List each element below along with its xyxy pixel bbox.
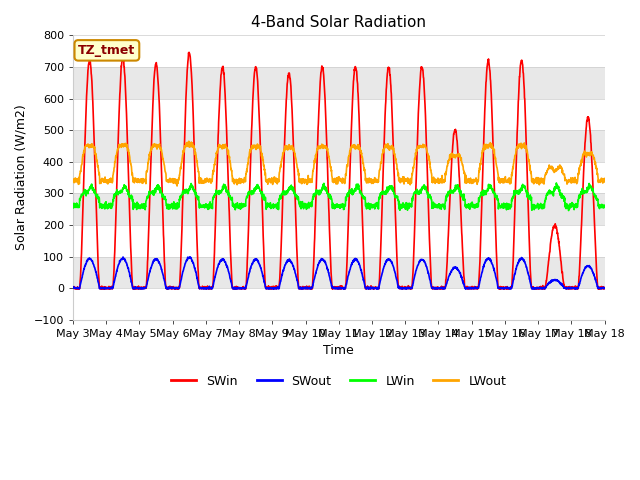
SWout <box>119 254 127 260</box>
Bar <box>73 162 605 193</box>
SWin <box>601 285 609 291</box>
LWin <box>594 197 602 203</box>
LWout <box>122 144 130 149</box>
LWin <box>69 201 77 206</box>
LWin <box>601 204 609 209</box>
LWout <box>371 179 379 185</box>
SWout <box>601 285 609 291</box>
LWin <box>552 180 560 186</box>
Text: TZ_tmet: TZ_tmet <box>78 44 136 57</box>
Line: SWin: SWin <box>73 52 605 289</box>
LWout <box>173 183 181 189</box>
SWout <box>371 286 379 291</box>
Line: LWin: LWin <box>73 183 605 211</box>
Line: LWout: LWout <box>73 141 605 186</box>
LWout <box>185 138 193 144</box>
SWout <box>529 285 537 291</box>
Title: 4-Band Solar Radiation: 4-Band Solar Radiation <box>252 15 426 30</box>
LWout <box>601 176 609 181</box>
Bar <box>73 288 605 320</box>
LWout <box>499 180 507 186</box>
Bar <box>73 67 605 98</box>
Legend: SWin, SWout, LWin, LWout: SWin, SWout, LWin, LWout <box>166 370 511 393</box>
SWout <box>237 286 245 291</box>
LWin <box>122 185 130 191</box>
Y-axis label: Solar Radiation (W/m2): Solar Radiation (W/m2) <box>15 105 28 251</box>
SWin <box>594 282 602 288</box>
LWout <box>594 170 602 176</box>
SWout <box>499 286 507 291</box>
Bar <box>73 193 605 225</box>
LWin <box>237 206 244 212</box>
Bar <box>73 130 605 162</box>
SWout <box>594 284 602 290</box>
LWin <box>499 205 506 211</box>
SWin <box>371 284 379 290</box>
SWout <box>123 260 131 266</box>
SWin <box>237 286 245 292</box>
SWout <box>69 284 77 290</box>
SWout <box>76 286 83 292</box>
Bar <box>73 256 605 288</box>
LWout <box>529 177 537 182</box>
Line: SWout: SWout <box>73 257 605 289</box>
SWin <box>185 49 193 55</box>
LWout <box>69 178 77 184</box>
LWin <box>371 201 378 207</box>
SWin <box>529 285 537 290</box>
LWin <box>564 208 572 214</box>
LWout <box>237 177 245 182</box>
LWin <box>529 205 536 211</box>
SWin <box>72 286 80 292</box>
Bar <box>73 98 605 130</box>
Bar <box>73 36 605 67</box>
SWin <box>122 105 130 110</box>
Bar <box>73 225 605 256</box>
SWin <box>499 286 507 292</box>
SWin <box>69 285 77 290</box>
X-axis label: Time: Time <box>323 344 354 357</box>
